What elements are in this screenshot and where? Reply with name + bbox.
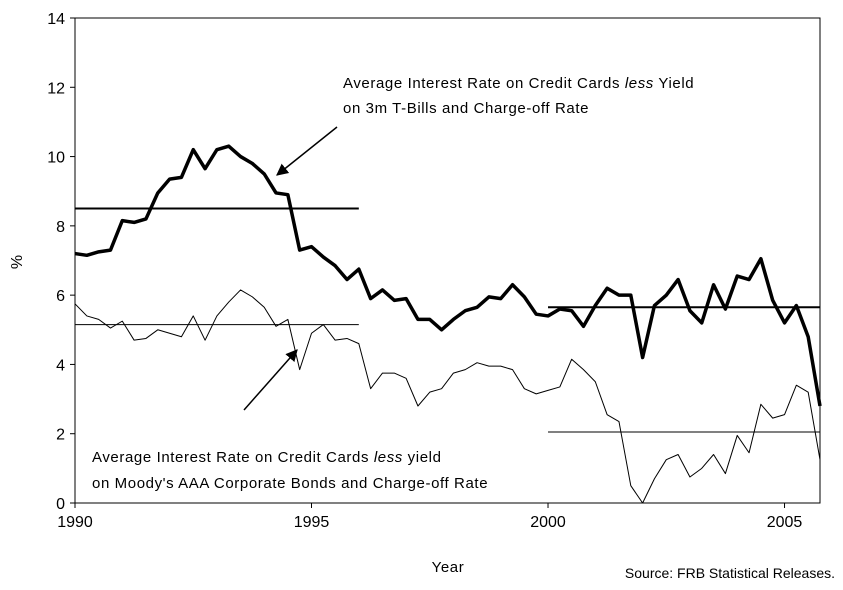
- annotation-text: less: [625, 75, 654, 92]
- y-tick-label: 0: [56, 496, 65, 513]
- x-tick-label: 2000: [530, 514, 566, 531]
- y-tick-label: 12: [47, 80, 65, 97]
- y-tick-label: 4: [56, 357, 65, 374]
- annotation-text: Yield: [654, 75, 694, 92]
- y-tick-label: 6: [56, 288, 65, 305]
- source-note: Source: FRB Statistical Releases.: [625, 565, 835, 581]
- arrow: [243, 349, 298, 411]
- y-tick-label: 2: [56, 427, 65, 444]
- plot-frame: [74, 17, 821, 504]
- x-tick-label: 1990: [57, 514, 93, 531]
- annotation: Average Interest Rate on Credit Cards le…: [92, 449, 442, 466]
- annotation: on 3m T-Bills and Charge-off Rate: [343, 100, 589, 117]
- series-line: [74, 289, 821, 504]
- annotation-text: Average Interest Rate on Credit Cards: [343, 75, 625, 92]
- y-tick-label: 14: [47, 11, 65, 28]
- y-tick-label: 8: [56, 219, 65, 236]
- annotation-text: Average Interest Rate on Credit Cards: [92, 449, 374, 466]
- x-tick-label: 2005: [767, 514, 803, 531]
- x-tick-label: 1995: [294, 514, 330, 531]
- annotation-text: less: [374, 449, 403, 466]
- x-axis-label: Year: [432, 559, 465, 576]
- y-tick-label: 10: [47, 150, 65, 167]
- annotation: Average Interest Rate on Credit Cards le…: [343, 75, 694, 92]
- arrow: [276, 126, 338, 176]
- annotation: on Moody's AAA Corporate Bonds and Charg…: [92, 475, 488, 492]
- series-line: [74, 144, 822, 407]
- y-axis-label: %: [9, 255, 26, 269]
- annotation-text: yield: [403, 449, 442, 466]
